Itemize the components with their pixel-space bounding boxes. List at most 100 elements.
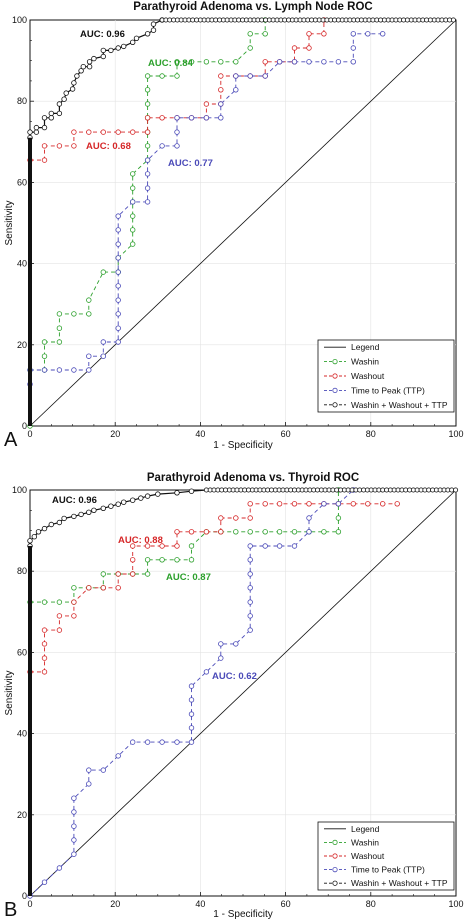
- data-point: [144, 493, 151, 499]
- x-tick-label: 0: [27, 429, 32, 439]
- data-point: [100, 47, 106, 54]
- data-point: [306, 31, 312, 37]
- auc-label: AUC: 0.68: [86, 141, 131, 152]
- data-point: [115, 227, 121, 233]
- data-point: [41, 143, 48, 149]
- data-point: [71, 851, 77, 857]
- y-tick-label: 100: [12, 15, 27, 25]
- x-tick-label: 60: [281, 429, 291, 439]
- data-point: [41, 367, 48, 373]
- data-point: [86, 767, 92, 773]
- data-point: [71, 613, 77, 619]
- data-point: [129, 185, 136, 191]
- data-point: [56, 311, 63, 317]
- data-point: [86, 509, 92, 515]
- data-point: [335, 501, 342, 507]
- data-point: [115, 325, 121, 331]
- data-point: [188, 543, 195, 549]
- data-point: [71, 585, 77, 591]
- data-point: [56, 325, 63, 331]
- data-point: [56, 110, 63, 117]
- data-point: [335, 515, 342, 521]
- data-point: [144, 185, 151, 191]
- data-point: [247, 543, 253, 549]
- x-axis-title: 1 - Specificity: [213, 909, 272, 920]
- roc-panel-b: 0 20 40 60 80 100 0 20 40 60 80 100 AUC: 0.87 AUC: 0.…: [4, 472, 464, 920]
- chance-diagonal-line: [29, 489, 457, 897]
- y-tick-label: 40: [17, 259, 27, 269]
- legend-entry: Legend: [351, 342, 380, 352]
- x-tick-label: 20: [110, 429, 120, 439]
- x-tick-label: 40: [195, 429, 205, 439]
- data-point: [41, 655, 48, 661]
- data-point: [144, 115, 151, 121]
- legend-entry: Time to Peak (TTP): [351, 865, 425, 875]
- data-point: [159, 557, 165, 563]
- data-point: [203, 669, 210, 675]
- data-point: [56, 613, 63, 619]
- legend-swatch-marker: [332, 853, 338, 859]
- legend-swatch-marker: [332, 373, 338, 379]
- data-point: [41, 641, 48, 647]
- data-point: [291, 59, 298, 65]
- legend: Legend Washin Washout Time to Peak (TTP) Was…: [317, 339, 455, 413]
- data-point: [27, 129, 33, 135]
- data-point: [203, 115, 210, 121]
- data-point: [247, 585, 253, 591]
- auc-label: AUC: 0.77: [168, 158, 213, 169]
- data-point: [71, 367, 77, 373]
- data-point: [188, 739, 195, 745]
- data-point: [350, 501, 356, 507]
- data-point: [48, 521, 54, 528]
- data-point: [41, 879, 48, 885]
- data-point: [129, 227, 136, 233]
- y-tick-label: 100: [12, 485, 27, 495]
- data-point: [71, 795, 77, 801]
- data-point: [144, 199, 151, 205]
- data-point: [115, 129, 121, 135]
- data-point: [218, 101, 224, 107]
- data-point: [86, 585, 92, 591]
- data-point: [306, 529, 312, 535]
- data-point: [262, 73, 268, 79]
- data-point: [159, 115, 165, 121]
- data-point: [247, 627, 253, 633]
- data-point: [86, 353, 92, 359]
- x-tick-label: 40: [195, 899, 205, 909]
- data-point: [350, 31, 356, 37]
- data-point: [41, 157, 48, 163]
- data-point: [262, 543, 268, 549]
- data-point: [71, 129, 77, 135]
- data-point: [48, 115, 54, 121]
- legend-swatch-marker: [332, 387, 338, 393]
- data-point: [56, 627, 63, 633]
- chance-diagonal-line: [29, 19, 457, 427]
- legend-entry: Washin: [351, 837, 379, 847]
- data-point: [159, 143, 165, 149]
- data-point: [321, 529, 327, 535]
- x-tick-label: 80: [366, 429, 376, 439]
- x-tick-label: 60: [281, 899, 291, 909]
- series-line: [29, 33, 383, 385]
- auc-label: AUC: 0.87: [166, 572, 211, 583]
- panel-label: B: [4, 899, 17, 920]
- data-point: [86, 297, 92, 303]
- x-axis-title: 1 - Specificity: [213, 440, 272, 451]
- data-point: [174, 739, 180, 745]
- data-point: [233, 529, 239, 535]
- data-point: [188, 697, 195, 703]
- data-point: [335, 59, 342, 65]
- legend: Legend Washin Washout Time to Peak (TTP) Was…: [317, 821, 455, 891]
- data-point: [262, 31, 268, 37]
- data-point: [115, 753, 121, 759]
- data-point: [262, 501, 268, 507]
- data-point: [71, 809, 77, 815]
- data-point: [91, 507, 97, 513]
- data-point: [56, 339, 63, 345]
- data-point: [86, 59, 93, 65]
- data-point: [129, 497, 136, 503]
- data-point: [33, 124, 40, 131]
- y-axis-title: Sensitivity: [4, 200, 15, 245]
- data-point: [174, 73, 180, 79]
